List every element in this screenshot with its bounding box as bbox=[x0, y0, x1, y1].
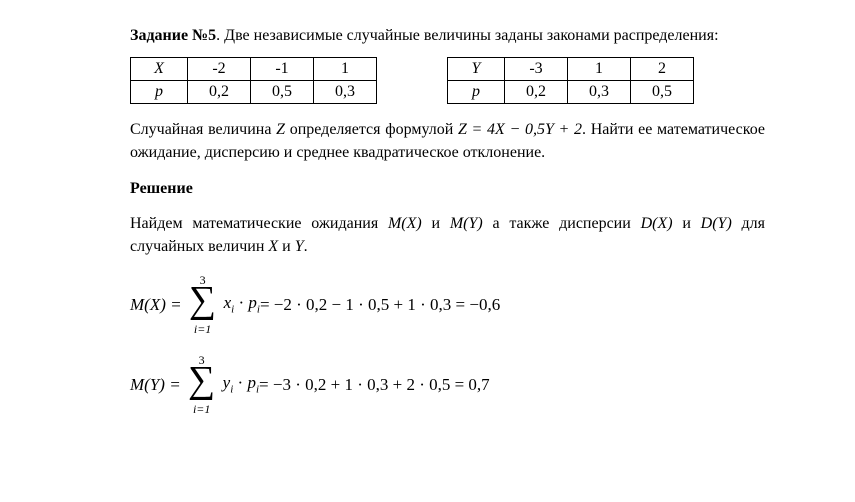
p3-g: . bbox=[304, 238, 308, 255]
explain-paragraph: Найдем математические ожидания M(X) и M(… bbox=[130, 212, 765, 258]
table-x-prob-label: p bbox=[131, 81, 188, 104]
p3-a: Найдем математические ожидания bbox=[130, 215, 388, 232]
table-y-val-1: 1 bbox=[568, 58, 631, 81]
p3-dy: D(Y) bbox=[701, 215, 732, 232]
p3-my: M(Y) bbox=[450, 215, 483, 232]
table-row: X -2 -1 1 bbox=[131, 58, 377, 81]
p2-mid: определяется формулой bbox=[285, 121, 458, 138]
table-x-val-0: -2 bbox=[188, 58, 251, 81]
mx-summand: xi · pi bbox=[224, 291, 260, 318]
page-content: Задание №5. Две независимые случайные ве… bbox=[0, 0, 855, 418]
p3-vx: X bbox=[268, 238, 282, 255]
p3-f: и bbox=[282, 238, 295, 255]
sigma-icon: 3 ∑ i=1 bbox=[185, 354, 219, 416]
table-y: Y -3 1 2 p 0,2 0,3 0,5 bbox=[447, 57, 694, 104]
task-paragraph: Задание №5. Две независимые случайные ве… bbox=[130, 24, 765, 47]
solution-heading: Решение bbox=[130, 177, 765, 200]
table-x-val-1: -1 bbox=[251, 58, 314, 81]
p2-pre: Случайная величина bbox=[130, 121, 276, 138]
table-y-prob-2: 0,5 bbox=[631, 81, 694, 104]
mx-lower: i=1 bbox=[186, 321, 220, 338]
p3-mx: M(X) bbox=[388, 215, 422, 232]
table-x-var-label: X bbox=[131, 58, 188, 81]
my-expansion: = −3 · 0,2 + 1 · 0,3 + 2 · 0,5 = 0,7 bbox=[259, 373, 490, 398]
p2-formula: Z = 4X − 0,5Y + 2 bbox=[458, 121, 582, 138]
table-x-prob-0: 0,2 bbox=[188, 81, 251, 104]
p2-z: Z bbox=[276, 121, 285, 138]
table-y-val-0: -3 bbox=[505, 58, 568, 81]
table-row: Y -3 1 2 bbox=[448, 58, 694, 81]
my-summand: yi · pi bbox=[223, 371, 259, 398]
p3-dx: D(X) bbox=[641, 215, 673, 232]
formula-mx: M(X) = 3 ∑ i=1 xi · pi = −2 · 0,2 − 1 · … bbox=[130, 272, 765, 338]
table-y-var-label: Y bbox=[448, 58, 505, 81]
table-y-prob-label: p bbox=[448, 81, 505, 104]
p3-d: и bbox=[673, 215, 701, 232]
p3-c: а также дисперсии bbox=[483, 215, 641, 232]
table-y-val-2: 2 bbox=[631, 58, 694, 81]
table-x-val-2: 1 bbox=[314, 58, 377, 81]
formula-line: M(X) = 3 ∑ i=1 xi · pi = −2 · 0,2 − 1 · … bbox=[130, 272, 765, 338]
table-y-prob-1: 0,3 bbox=[568, 81, 631, 104]
table-x: X -2 -1 1 p 0,2 0,5 0,3 bbox=[130, 57, 377, 104]
table-y-prob-0: 0,2 bbox=[505, 81, 568, 104]
table-x-prob-1: 0,5 bbox=[251, 81, 314, 104]
definition-paragraph: Случайная величина Z определяется формул… bbox=[130, 118, 765, 164]
my-lhs: M(Y) = bbox=[130, 373, 181, 398]
sum-symbol: ∑ bbox=[185, 361, 219, 399]
table-x-prob-2: 0,3 bbox=[314, 81, 377, 104]
sigma-icon: 3 ∑ i=1 bbox=[186, 274, 220, 336]
mx-expansion: = −2 · 0,2 − 1 · 0,5 + 1 · 0,3 = −0,6 bbox=[260, 293, 500, 318]
task-label: Задание №5 bbox=[130, 27, 216, 44]
my-lower: i=1 bbox=[185, 401, 219, 418]
formula-my: M(Y) = 3 ∑ i=1 yi · pi = −3 · 0,2 + 1 · … bbox=[130, 352, 765, 418]
table-row: p 0,2 0,5 0,3 bbox=[131, 81, 377, 104]
p3-b: и bbox=[422, 215, 450, 232]
task-text: . Две независимые случайные величины зад… bbox=[216, 27, 718, 44]
sum-symbol: ∑ bbox=[186, 281, 220, 319]
table-row: p 0,2 0,3 0,5 bbox=[448, 81, 694, 104]
tables-row: X -2 -1 1 p 0,2 0,5 0,3 Y -3 1 2 p 0,2 bbox=[130, 57, 765, 104]
formula-line: M(Y) = 3 ∑ i=1 yi · pi = −3 · 0,2 + 1 · … bbox=[130, 352, 765, 418]
mx-lhs: M(X) = bbox=[130, 293, 182, 318]
p3-vy: Y bbox=[295, 238, 304, 255]
